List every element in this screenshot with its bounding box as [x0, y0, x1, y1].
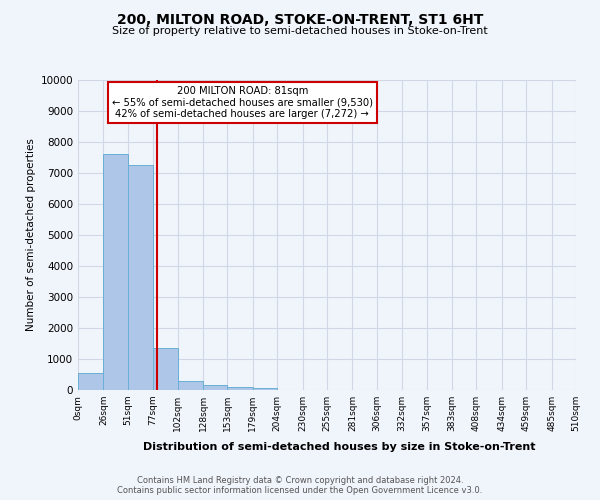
Bar: [153, 348, 178, 390]
Text: Distribution of semi-detached houses by size in Stoke-on-Trent: Distribution of semi-detached houses by …: [143, 442, 535, 452]
Bar: [128, 164, 153, 390]
Bar: [103, 154, 128, 390]
Bar: [203, 385, 227, 390]
Y-axis label: Number of semi-detached properties: Number of semi-detached properties: [26, 138, 37, 332]
Bar: [227, 387, 253, 390]
Text: 200 MILTON ROAD: 81sqm
← 55% of semi-detached houses are smaller (9,530)
42% of : 200 MILTON ROAD: 81sqm ← 55% of semi-det…: [112, 86, 373, 120]
Text: 200, MILTON ROAD, STOKE-ON-TRENT, ST1 6HT: 200, MILTON ROAD, STOKE-ON-TRENT, ST1 6H…: [117, 12, 483, 26]
Text: Size of property relative to semi-detached houses in Stoke-on-Trent: Size of property relative to semi-detach…: [112, 26, 488, 36]
Bar: [78, 372, 103, 390]
Text: Contains HM Land Registry data © Crown copyright and database right 2024.
Contai: Contains HM Land Registry data © Crown c…: [118, 476, 482, 495]
Bar: [253, 388, 277, 390]
Bar: [178, 381, 203, 390]
